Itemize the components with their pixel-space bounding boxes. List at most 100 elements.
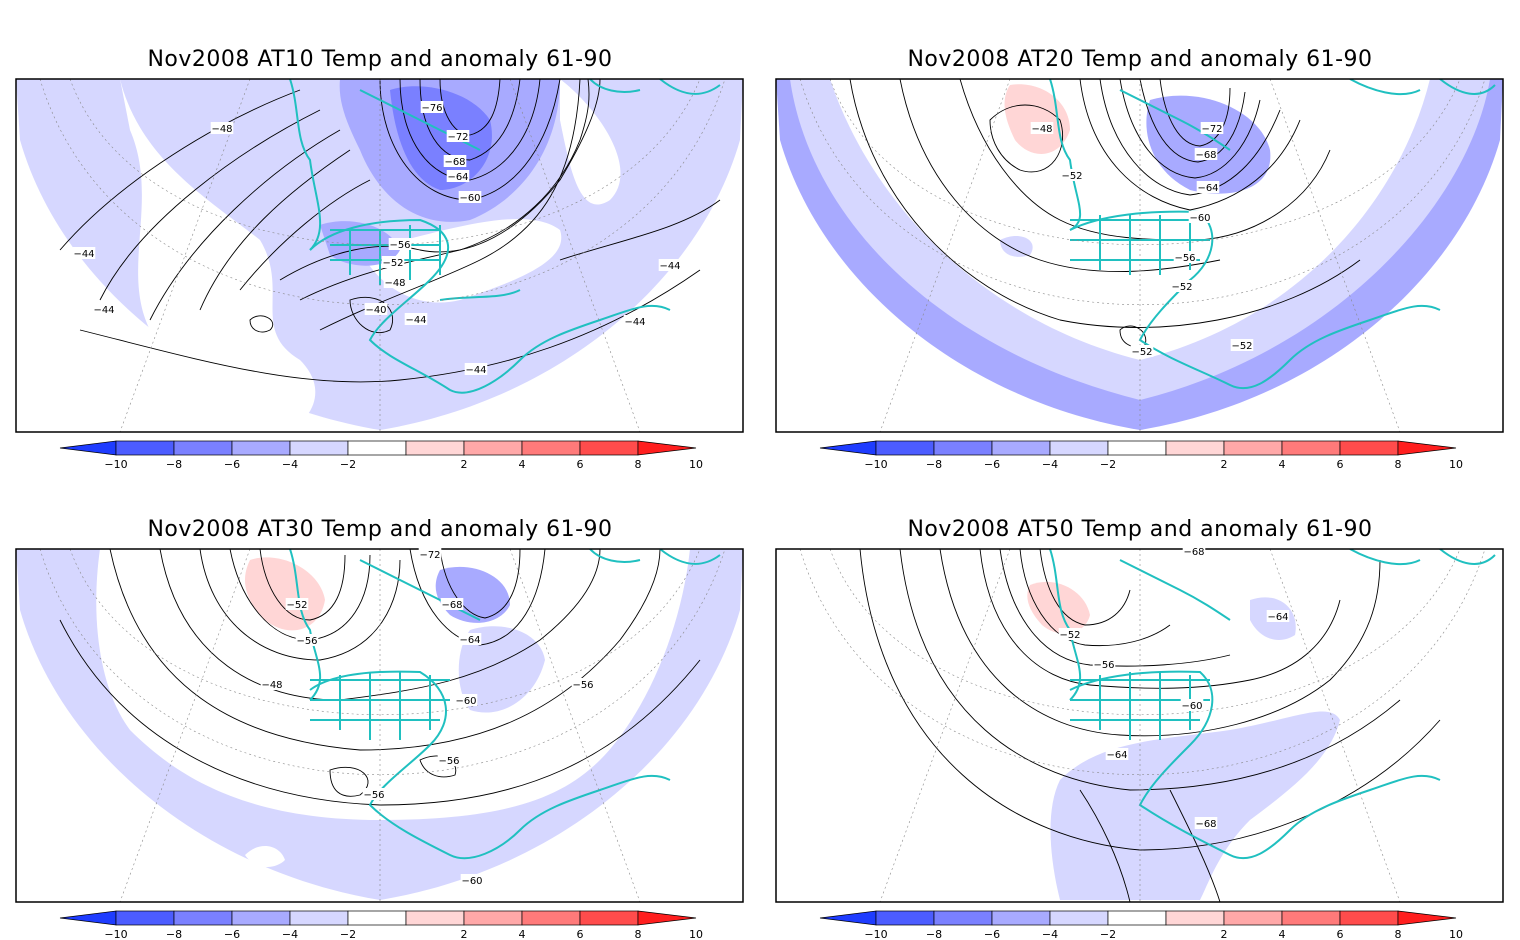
contour-label: −52 — [286, 600, 307, 611]
map-frame — [15, 78, 744, 433]
contour-label-bg — [364, 303, 388, 315]
neutral-anomaly-region — [560, 79, 621, 205]
colorbar-tick-label: 2 — [461, 458, 468, 471]
map-area — [776, 549, 1503, 902]
anomaly-core-positive — [1004, 84, 1070, 154]
colorbar-segment — [1165, 910, 1225, 926]
contour-label: −64 — [1267, 612, 1288, 623]
contour-label: −68 — [1195, 819, 1216, 830]
contour-label-bg — [1105, 748, 1129, 760]
contour-labels: −76 −72 −68 −64 −60 −56 −52 −48 −48 −44 −44 −44 −44 −… — [72, 101, 682, 376]
colorbar-tick-label: 6 — [1337, 458, 1344, 471]
contour-label: −76 — [421, 103, 442, 114]
anomaly-core-negative — [1146, 95, 1271, 194]
colorbar-segment — [289, 910, 349, 926]
polar-disk — [776, 549, 1503, 900]
contour-lines — [859, 549, 1441, 902]
colorbar-segment — [1107, 440, 1167, 456]
map-frame — [15, 548, 744, 903]
contour-label-bg — [440, 598, 464, 610]
contour-label: −48 — [211, 124, 232, 135]
latlon-grid — [39, 549, 726, 902]
contour-label-bg — [1058, 628, 1082, 640]
colorbar-tick-label: −8 — [926, 458, 942, 471]
colorbar-segment — [521, 910, 581, 926]
map-frame — [775, 548, 1504, 903]
colorbar-tick-label: −6 — [984, 458, 1000, 471]
colorbar: −10 −8 −6 −4 −2 2 4 6 8 10 — [819, 910, 1463, 940]
contour-label-bg — [418, 548, 442, 560]
colorbar-segment — [991, 910, 1051, 926]
colorbar-tick-label: 6 — [577, 928, 584, 940]
map-frame — [775, 78, 1504, 433]
contour-label: −56 — [296, 636, 317, 647]
panel-at30: Nov2008 AT30 Temp and anomaly 61-90 — [15, 517, 744, 903]
colorbar-tick-label: −4 — [282, 928, 298, 940]
colorbar-segment — [1049, 910, 1109, 926]
contour-label: −52 — [1171, 282, 1192, 293]
colorbar-segment — [115, 440, 175, 456]
coastlines — [289, 79, 721, 394]
contour-label-bg — [383, 276, 407, 288]
contour-label-bg — [1194, 148, 1218, 160]
latlon-grid — [799, 79, 1486, 432]
colorbar: −10 −8 −6 −4 −2 2 4 6 8 10 — [819, 440, 1463, 471]
map-area — [16, 549, 743, 902]
contour-label: −60 — [461, 876, 482, 887]
contour-label-bg — [1200, 122, 1224, 134]
colorbar-segment — [1049, 440, 1109, 456]
colorbar-segment — [579, 440, 639, 456]
panel-at50: Nov2008 AT50 Temp and anomaly 61-90 — [775, 517, 1504, 903]
contour-label-bg — [458, 633, 482, 645]
colorbar-segment — [231, 440, 291, 456]
colorbar-tick-label: −4 — [1042, 458, 1058, 471]
colorbar-tick-label: −6 — [224, 928, 240, 940]
contour-label-bg — [404, 313, 428, 325]
contour-label-bg — [1130, 345, 1154, 357]
contour-label: −44 — [465, 365, 486, 376]
contour-label: −44 — [93, 305, 114, 316]
contour-label: −44 — [73, 249, 94, 260]
colorbar-arrow-right — [1397, 910, 1457, 926]
contour-label-bg — [72, 247, 96, 259]
colorbar-segment — [991, 440, 1051, 456]
panel-at10: Nov2008 AT10 Temp and anomaly 61-90 — [15, 47, 744, 433]
colorbar-tick-label: −2 — [340, 928, 356, 940]
latlon-grid — [39, 79, 726, 432]
contour-lines — [849, 79, 1361, 348]
colorbar-arrow-left — [819, 440, 877, 456]
contour-label: −68 — [1183, 547, 1204, 558]
contour-label-bg — [1170, 280, 1194, 292]
contour-label-bg — [295, 634, 319, 646]
colorbar-segment — [933, 440, 993, 456]
colorbar-tick-label: 4 — [1279, 458, 1286, 471]
colorbar-segment — [933, 910, 993, 926]
contour-label-bg — [1173, 251, 1197, 263]
colorbar: −10 −8 −6 −4 −2 2 4 6 8 10 — [59, 910, 703, 940]
panel-title: Nov2008 AT20 Temp and anomaly 61-90 — [907, 47, 1372, 72]
contour-label-bg — [1230, 339, 1254, 351]
contour-label: −56 — [572, 680, 593, 691]
contour-label-bg — [381, 256, 405, 268]
contour-label-bg — [1030, 122, 1054, 134]
anomaly-core-negative — [390, 86, 492, 190]
colorbar-segment — [1223, 440, 1283, 456]
contour-label: −48 — [261, 680, 282, 691]
colorbar-tick-label: −10 — [104, 928, 127, 940]
colorbar-segment — [347, 910, 407, 926]
colorbar-tick-label: 8 — [635, 458, 642, 471]
colorbar-tick-label: 6 — [1337, 928, 1344, 940]
colorbar-tick-label: 4 — [519, 928, 526, 940]
colorbar-tick-label: 10 — [1449, 928, 1463, 940]
contour-label: −72 — [447, 132, 468, 143]
neutral-anomaly-region — [96, 549, 690, 820]
colorbar-arrow-left — [59, 440, 117, 456]
colorbar-tick-label: −4 — [282, 458, 298, 471]
contour-label: −56 — [389, 240, 410, 251]
colorbar-arrow-right — [1397, 440, 1457, 456]
colorbar-tick-label: −2 — [340, 458, 356, 471]
contour-label-bg — [437, 754, 461, 766]
contour-label-bg — [285, 598, 309, 610]
colorbar-segment — [173, 910, 233, 926]
